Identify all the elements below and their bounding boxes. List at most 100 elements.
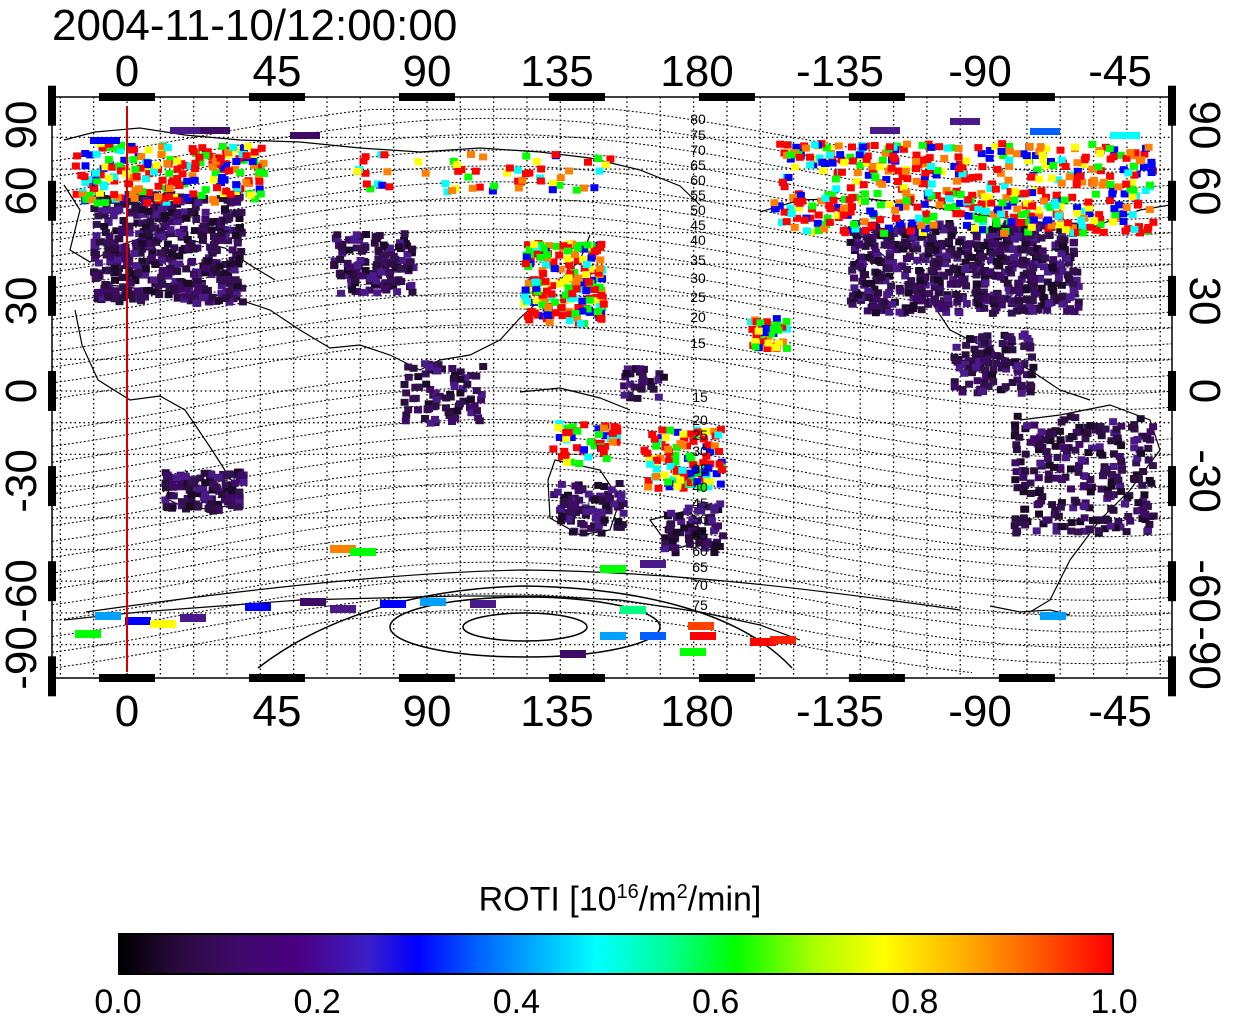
roti-cell	[955, 238, 964, 246]
roti-cell	[110, 177, 119, 185]
roti-cell	[666, 521, 675, 529]
roti-cell	[934, 300, 943, 307]
roti-cell	[604, 490, 613, 498]
roti-cell	[161, 247, 170, 254]
roti-cell	[136, 292, 145, 300]
roti-cell	[571, 482, 580, 490]
roti-cell	[1045, 461, 1054, 469]
roti-cell	[1013, 376, 1022, 384]
roti-cell	[851, 244, 859, 252]
contour-value-label: 15	[692, 389, 708, 405]
roti-cell	[230, 266, 239, 274]
roti-cell	[943, 144, 952, 152]
roti-cell	[665, 454, 674, 461]
roti-cell	[218, 491, 227, 498]
frame-tick-top	[548, 93, 605, 101]
roti-cell	[870, 285, 879, 293]
roti-cell	[186, 162, 195, 170]
roti-cell	[1025, 300, 1034, 308]
roti-cell	[1027, 223, 1036, 231]
roti-cell	[126, 198, 135, 206]
roti-cell	[71, 162, 80, 170]
roti-cell	[925, 290, 934, 298]
roti-cell	[1017, 381, 1026, 389]
roti-cell	[594, 481, 603, 489]
roti-cell	[1097, 432, 1106, 440]
roti-cell	[1017, 275, 1026, 283]
roti-cell	[994, 206, 1002, 214]
roti-cell	[141, 223, 150, 231]
roti-cell	[180, 208, 189, 216]
roti-cell	[582, 261, 591, 269]
roti-cell	[962, 175, 971, 183]
colorbar-tick-label: 0.4	[492, 983, 541, 1021]
roti-cell	[124, 258, 133, 266]
roti-cell	[332, 235, 341, 243]
roti-cell	[189, 245, 198, 253]
roti-cell	[1116, 523, 1125, 531]
roti-cell	[589, 507, 598, 515]
roti-cell	[1020, 360, 1029, 368]
roti-cell	[415, 383, 424, 391]
roti-cell	[575, 496, 584, 504]
contour-line	[51, 108, 1173, 173]
roti-cell	[545, 318, 554, 326]
roti-cell	[889, 259, 898, 266]
roti-cell	[857, 147, 866, 155]
roti-cell	[226, 226, 235, 234]
roti-cell	[555, 280, 564, 288]
roti-cell	[414, 406, 422, 414]
roti-cell	[646, 460, 655, 468]
roti-cell	[921, 169, 930, 177]
roti-cell	[551, 151, 560, 159]
roti-cell	[1133, 454, 1142, 462]
frame-tick-top	[398, 93, 455, 101]
roti-cell	[1145, 181, 1154, 189]
roti-cell	[92, 220, 101, 228]
roti-cell	[715, 543, 724, 550]
roti-cell	[199, 222, 208, 230]
roti-cell	[848, 203, 856, 211]
roti-cell	[192, 216, 201, 224]
roti-cell	[849, 157, 858, 165]
roti-cell	[550, 265, 559, 273]
roti-cell	[600, 516, 609, 524]
roti-cell	[431, 402, 440, 410]
roti-cell	[563, 247, 572, 255]
roti-cell	[1102, 515, 1111, 523]
roti-cell	[207, 152, 216, 160]
roti-cell	[190, 227, 199, 235]
roti-cell	[982, 207, 991, 215]
roti-cell	[782, 325, 791, 333]
roti-cell	[885, 143, 894, 151]
roti-cell	[166, 184, 174, 192]
roti-cell	[861, 197, 869, 205]
roti-cell	[161, 221, 170, 229]
roti-cell	[383, 168, 392, 176]
roti-cell	[207, 268, 216, 276]
roti-cell	[114, 235, 123, 243]
roti-cell	[545, 242, 553, 250]
roti-cell	[1002, 194, 1011, 202]
roti-cell	[974, 173, 983, 181]
roti-cell	[388, 260, 397, 268]
roti-cell	[162, 484, 170, 491]
roti-cell	[212, 247, 221, 254]
roti-cell	[167, 250, 176, 258]
roti-cell	[831, 175, 840, 183]
roti-cell	[887, 242, 895, 250]
roti-cell	[1088, 165, 1097, 173]
roti-cell	[761, 325, 770, 332]
roti-cell	[1063, 307, 1072, 315]
roti-cell	[1040, 612, 1066, 620]
roti-cell	[1020, 343, 1029, 350]
roti-cell	[575, 506, 584, 514]
roti-cell	[559, 278, 568, 286]
roti-cell	[1136, 229, 1144, 237]
lat-tick-label: 90	[0, 101, 46, 150]
roti-cell	[396, 265, 405, 273]
roti-cell	[523, 312, 532, 320]
roti-cell	[78, 191, 87, 199]
roti-cell	[710, 448, 719, 456]
roti-cell	[563, 255, 572, 263]
